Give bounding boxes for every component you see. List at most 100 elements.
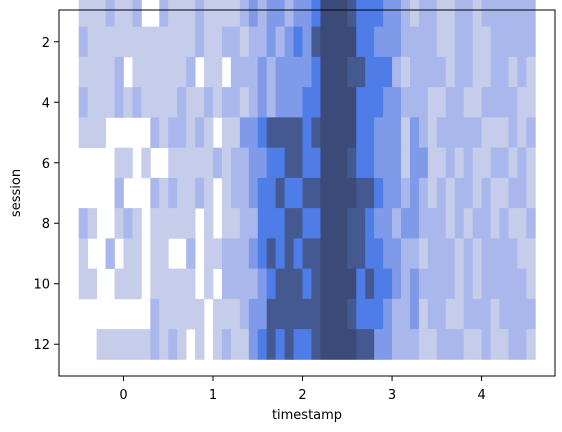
heatmap-cell xyxy=(356,147,366,179)
heatmap-cell xyxy=(374,238,384,270)
heatmap-cell xyxy=(499,268,509,300)
heatmap-cell xyxy=(499,208,509,239)
heatmap-cell xyxy=(221,208,232,239)
heatmap-cell xyxy=(401,56,411,88)
x-axis-ticks: 0 1 2 3 4 xyxy=(119,376,486,403)
heatmap-cell xyxy=(445,147,456,179)
heatmap-cell xyxy=(266,268,277,300)
heatmap-cell xyxy=(418,87,429,118)
heatmap-cell xyxy=(338,177,348,209)
heatmap-cell xyxy=(490,329,500,360)
heatmap-cell xyxy=(490,87,500,118)
heatmap-cell xyxy=(517,56,527,88)
heatmap-cell xyxy=(508,298,518,330)
heatmap-cell xyxy=(186,56,196,88)
heatmap-cell xyxy=(427,329,438,360)
heatmap-cell xyxy=(383,268,393,300)
y-tick-label: 8 xyxy=(42,217,50,232)
heatmap-cell xyxy=(96,26,106,58)
heatmap-cell xyxy=(445,268,456,300)
heatmap-cell xyxy=(365,329,375,360)
heatmap-cell xyxy=(320,147,330,179)
heatmap-cell xyxy=(499,26,509,58)
heatmap-cell xyxy=(454,208,465,239)
heatmap-cell xyxy=(132,26,142,58)
heatmap-cell xyxy=(409,0,420,28)
heatmap-cell xyxy=(159,87,169,118)
heatmap-cell xyxy=(481,238,491,270)
heatmap-cell xyxy=(105,238,115,270)
heatmap-cell xyxy=(257,329,268,360)
heatmap-cell xyxy=(454,26,465,58)
heatmap-cell xyxy=(284,87,294,118)
heatmap-cell xyxy=(195,26,205,58)
heatmap-cell xyxy=(266,0,277,28)
heatmap-cell xyxy=(230,268,241,300)
heatmap-cell xyxy=(284,298,294,330)
heatmap-cell xyxy=(454,177,465,209)
heatmap-cell xyxy=(150,87,160,118)
heatmap-cell xyxy=(409,26,420,58)
heatmap-cell xyxy=(311,0,321,28)
heatmap-cell xyxy=(338,87,348,118)
heatmap-cell xyxy=(454,268,465,300)
heatmap-cell xyxy=(114,147,124,179)
heatmap-cell xyxy=(454,0,465,28)
heatmap-cell xyxy=(356,87,366,118)
heatmap-cell xyxy=(338,0,348,28)
heatmap-cell xyxy=(499,0,509,28)
heatmap-cell xyxy=(436,268,447,300)
heatmap-cell xyxy=(293,117,303,149)
heatmap-cell xyxy=(311,329,321,360)
heatmap-cell xyxy=(239,117,250,149)
heatmap-cell xyxy=(320,177,330,209)
heatmap-cell xyxy=(472,117,482,149)
heatmap-cell xyxy=(204,208,214,239)
heatmap-cell xyxy=(168,329,178,360)
heatmap-cell xyxy=(257,147,268,179)
heatmap-cell xyxy=(526,177,536,209)
heatmap-cell xyxy=(463,87,474,118)
heatmap-cell xyxy=(150,56,160,88)
heatmap-cell xyxy=(114,56,124,88)
heatmap-cell xyxy=(481,87,491,118)
plot-frame xyxy=(58,9,556,377)
heatmap-cell xyxy=(409,208,420,239)
heatmap-cell xyxy=(159,117,169,149)
heatmap-cell xyxy=(526,26,536,58)
heatmap-cell xyxy=(302,26,312,58)
heatmap-cell xyxy=(186,268,196,300)
heatmap-cell xyxy=(356,238,366,270)
heatmap-cell xyxy=(150,26,160,58)
heatmap-cell xyxy=(481,208,491,239)
heatmap-cell xyxy=(221,87,232,118)
heatmap-cell xyxy=(490,0,500,28)
heatmap-cell xyxy=(329,329,339,360)
heatmap-cell xyxy=(195,0,205,28)
heatmap-cell xyxy=(114,268,124,300)
heatmap-cell xyxy=(150,208,160,239)
heatmap-cell xyxy=(230,147,241,179)
heatmap-cell xyxy=(293,0,303,28)
heatmap-cell xyxy=(275,177,286,209)
heatmap-cell xyxy=(141,26,151,58)
heatmap-cell xyxy=(329,56,339,88)
heatmap-cell xyxy=(490,56,500,88)
heatmap-cell xyxy=(338,268,348,300)
heatmap-cell xyxy=(293,177,303,209)
heatmap-cell xyxy=(427,177,438,209)
heatmap-cell xyxy=(418,117,429,149)
heatmap-cell xyxy=(204,56,214,88)
heatmap-cell xyxy=(418,26,429,58)
heatmap-cell xyxy=(418,208,429,239)
heatmap-cell xyxy=(508,56,518,88)
heatmap-cell xyxy=(248,298,259,330)
heatmap-cell xyxy=(427,147,438,179)
heatmap-cell xyxy=(445,56,456,88)
heatmap-cell xyxy=(284,26,294,58)
heatmap-cell xyxy=(490,26,500,58)
heatmap-cell xyxy=(168,0,178,28)
heatmap-cell xyxy=(221,238,232,270)
heatmap-cell xyxy=(383,56,393,88)
